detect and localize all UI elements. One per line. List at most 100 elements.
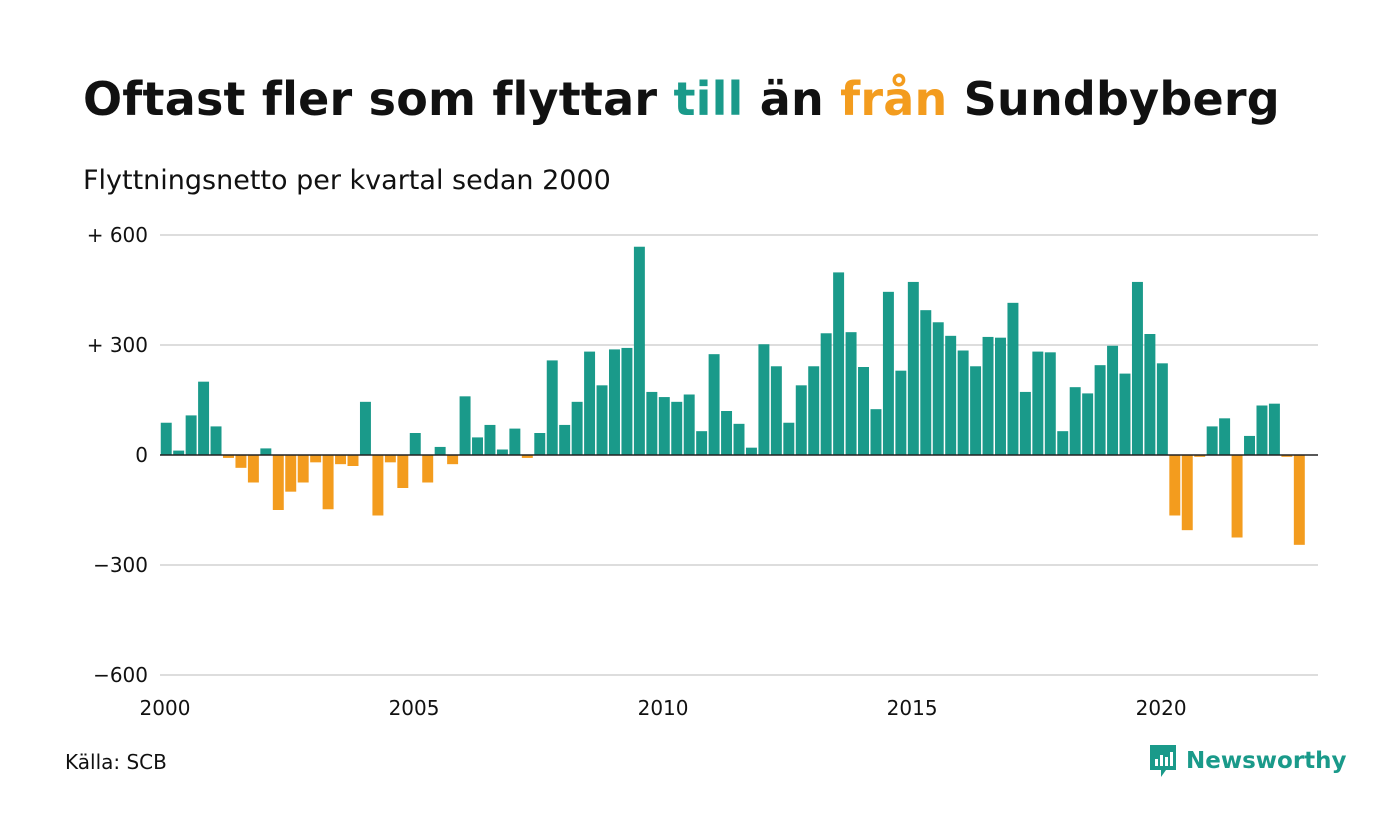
bar (1244, 435, 1255, 455)
chart-title: Oftast fler som flyttar till än från Sun… (83, 72, 1280, 126)
bar (185, 415, 197, 455)
bar (1256, 405, 1268, 455)
bar (335, 455, 347, 465)
bar (359, 401, 371, 455)
bar (1107, 345, 1119, 455)
bar (322, 455, 334, 510)
bar (845, 332, 857, 455)
bar (609, 349, 620, 455)
bar (995, 337, 1006, 455)
bar (870, 409, 882, 455)
bar (920, 310, 932, 455)
bar (210, 426, 222, 455)
bar (384, 455, 396, 463)
bar (683, 394, 695, 455)
bar (820, 333, 832, 455)
bar (982, 336, 994, 455)
bar (285, 455, 297, 492)
x-tick-label: 2010 (638, 696, 689, 720)
bar (1156, 363, 1168, 455)
bar (1044, 352, 1056, 455)
bar (223, 455, 234, 458)
bar (1268, 403, 1280, 455)
bar (459, 396, 471, 455)
y-tick-labels: + 600 + 300 0 −300 −600 (87, 223, 148, 687)
bar (1019, 391, 1031, 455)
bar (347, 455, 359, 466)
y-tick-label: 0 (135, 443, 148, 467)
bar (858, 367, 869, 455)
bar (1032, 351, 1044, 455)
bar (1231, 455, 1243, 538)
bar (1082, 393, 1094, 455)
bar (297, 455, 309, 483)
title-part1: Oftast fler som flyttar (83, 72, 674, 126)
bar (1131, 281, 1143, 455)
bar (907, 281, 919, 455)
bar (646, 391, 658, 455)
bar (658, 397, 670, 455)
title-part3: Sundbyberg (947, 72, 1280, 126)
bar (1194, 455, 1206, 457)
bar (496, 449, 508, 455)
bar (1119, 373, 1131, 455)
chart-subtitle: Flyttningsnetto per kvartal sedan 2000 (83, 165, 611, 196)
bar (957, 350, 969, 455)
bar (621, 347, 633, 455)
bar (310, 455, 322, 463)
bar (484, 424, 496, 455)
title-fran-highlight: från (840, 72, 948, 126)
bar (671, 401, 683, 455)
bar (397, 455, 409, 488)
bars (160, 246, 1305, 545)
bar (945, 335, 957, 455)
title-part2: än (743, 72, 841, 126)
newsworthy-logo-icon (1150, 745, 1176, 777)
bar (198, 381, 210, 455)
bar (1094, 365, 1106, 455)
bar (173, 450, 185, 455)
bar (559, 424, 571, 455)
grid-lines (160, 234, 1318, 676)
bar (696, 431, 708, 455)
bar (434, 446, 446, 455)
bar (272, 455, 284, 510)
bar (1181, 455, 1193, 531)
bar (895, 370, 907, 455)
bar (1007, 302, 1019, 455)
bar (546, 360, 558, 455)
x-tick-label: 2015 (887, 696, 938, 720)
bar (733, 423, 745, 455)
bar (509, 428, 521, 455)
bar (808, 366, 820, 455)
bar (260, 448, 272, 455)
bar (1293, 455, 1305, 545)
x-tick-labels: 2000 2005 2010 2015 2020 (140, 696, 1187, 720)
x-tick-label: 2005 (389, 696, 440, 720)
bar (372, 455, 384, 516)
bar (534, 433, 546, 455)
bar (1169, 455, 1181, 516)
bar (970, 366, 982, 455)
bar (721, 411, 733, 455)
bar (235, 455, 247, 468)
bar (422, 455, 434, 483)
bar (596, 385, 608, 455)
y-tick-label: −300 (93, 553, 148, 577)
bar (1219, 418, 1231, 455)
bar (1069, 387, 1081, 455)
x-tick-label: 2000 (140, 696, 191, 720)
bar (708, 354, 720, 455)
bar (1057, 431, 1069, 455)
brand-logo[interactable]: Newsworthy (1148, 744, 1347, 778)
bar (783, 422, 795, 455)
bar (770, 366, 782, 455)
source-note: Källa: SCB (65, 750, 167, 774)
bar (247, 455, 259, 483)
x-tick-label: 2020 (1136, 696, 1187, 720)
bar (571, 401, 583, 455)
bar (1206, 426, 1218, 455)
bar (758, 344, 770, 455)
bar (521, 455, 533, 458)
bar (745, 447, 757, 455)
